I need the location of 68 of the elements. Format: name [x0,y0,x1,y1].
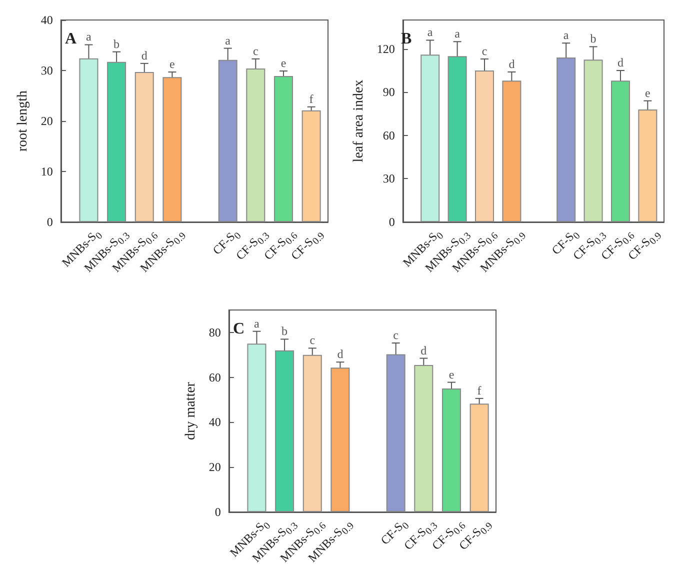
data-label: a [563,28,570,42]
data-label: f [477,383,482,398]
y-tick-label: 80 [208,325,221,340]
bar [610,80,630,222]
bar [302,354,322,512]
y-tick-label: 0 [214,505,221,519]
data-label: d [420,343,427,358]
data-label: a [225,33,232,48]
y-tick-label: 0 [388,215,395,229]
y-tick-label: 40 [208,415,221,430]
bar [474,70,494,222]
data-label: e [170,57,175,72]
y-tick-label: 60 [208,370,221,384]
data-label: c [252,44,258,58]
data-label: e [448,367,454,382]
bar [638,109,658,222]
data-label: a [454,26,461,41]
bar [556,58,576,222]
bar [584,60,603,222]
bar [79,58,98,222]
y-axis-title: dry matter [184,382,198,440]
data-label: e [280,56,286,70]
bar [470,404,489,512]
bar [107,62,126,222]
data-label: c [393,328,398,342]
data-label: c [310,333,316,348]
bar [218,60,238,222]
bar [502,80,522,222]
y-axis-title: root length [16,90,30,152]
y-axis-title: leaf area index [352,80,366,162]
data-label: a [86,30,92,44]
data-label: f [309,92,314,106]
y-tick-label: 60 [382,128,395,142]
bar [275,350,294,512]
y-tick-label: 30 [382,172,395,186]
y-tick-label: 120 [376,42,395,56]
bar [442,388,461,512]
data-label: a [254,316,260,330]
y-tick-label: 40 [40,13,53,27]
data-label: b [590,32,596,46]
bar [414,364,434,512]
y-tick-label: 30 [40,64,53,78]
data-label: d [141,48,148,62]
text: A [65,30,77,48]
bar [302,110,321,222]
data-label: a [427,25,434,40]
y-tick-label: 20 [40,114,53,128]
text: C [233,320,245,338]
bar [246,68,266,222]
bar [247,344,266,512]
bar [274,76,293,222]
bar [448,56,467,222]
bar [420,54,440,222]
data-label: e [645,86,650,100]
y-tick-label: 90 [382,85,395,100]
bar [162,77,182,222]
data-label: d [617,56,624,70]
data-label: c [482,44,488,58]
bar [386,354,406,512]
data-label: d [337,347,344,362]
bar [134,72,154,222]
bar [330,368,350,512]
y-tick-label: 20 [208,460,221,474]
data-label: d [508,56,515,71]
data-label: b [114,36,120,51]
data-label: b [282,324,288,338]
y-tick-label: 0 [46,215,53,229]
y-tick-label: 10 [40,164,53,178]
